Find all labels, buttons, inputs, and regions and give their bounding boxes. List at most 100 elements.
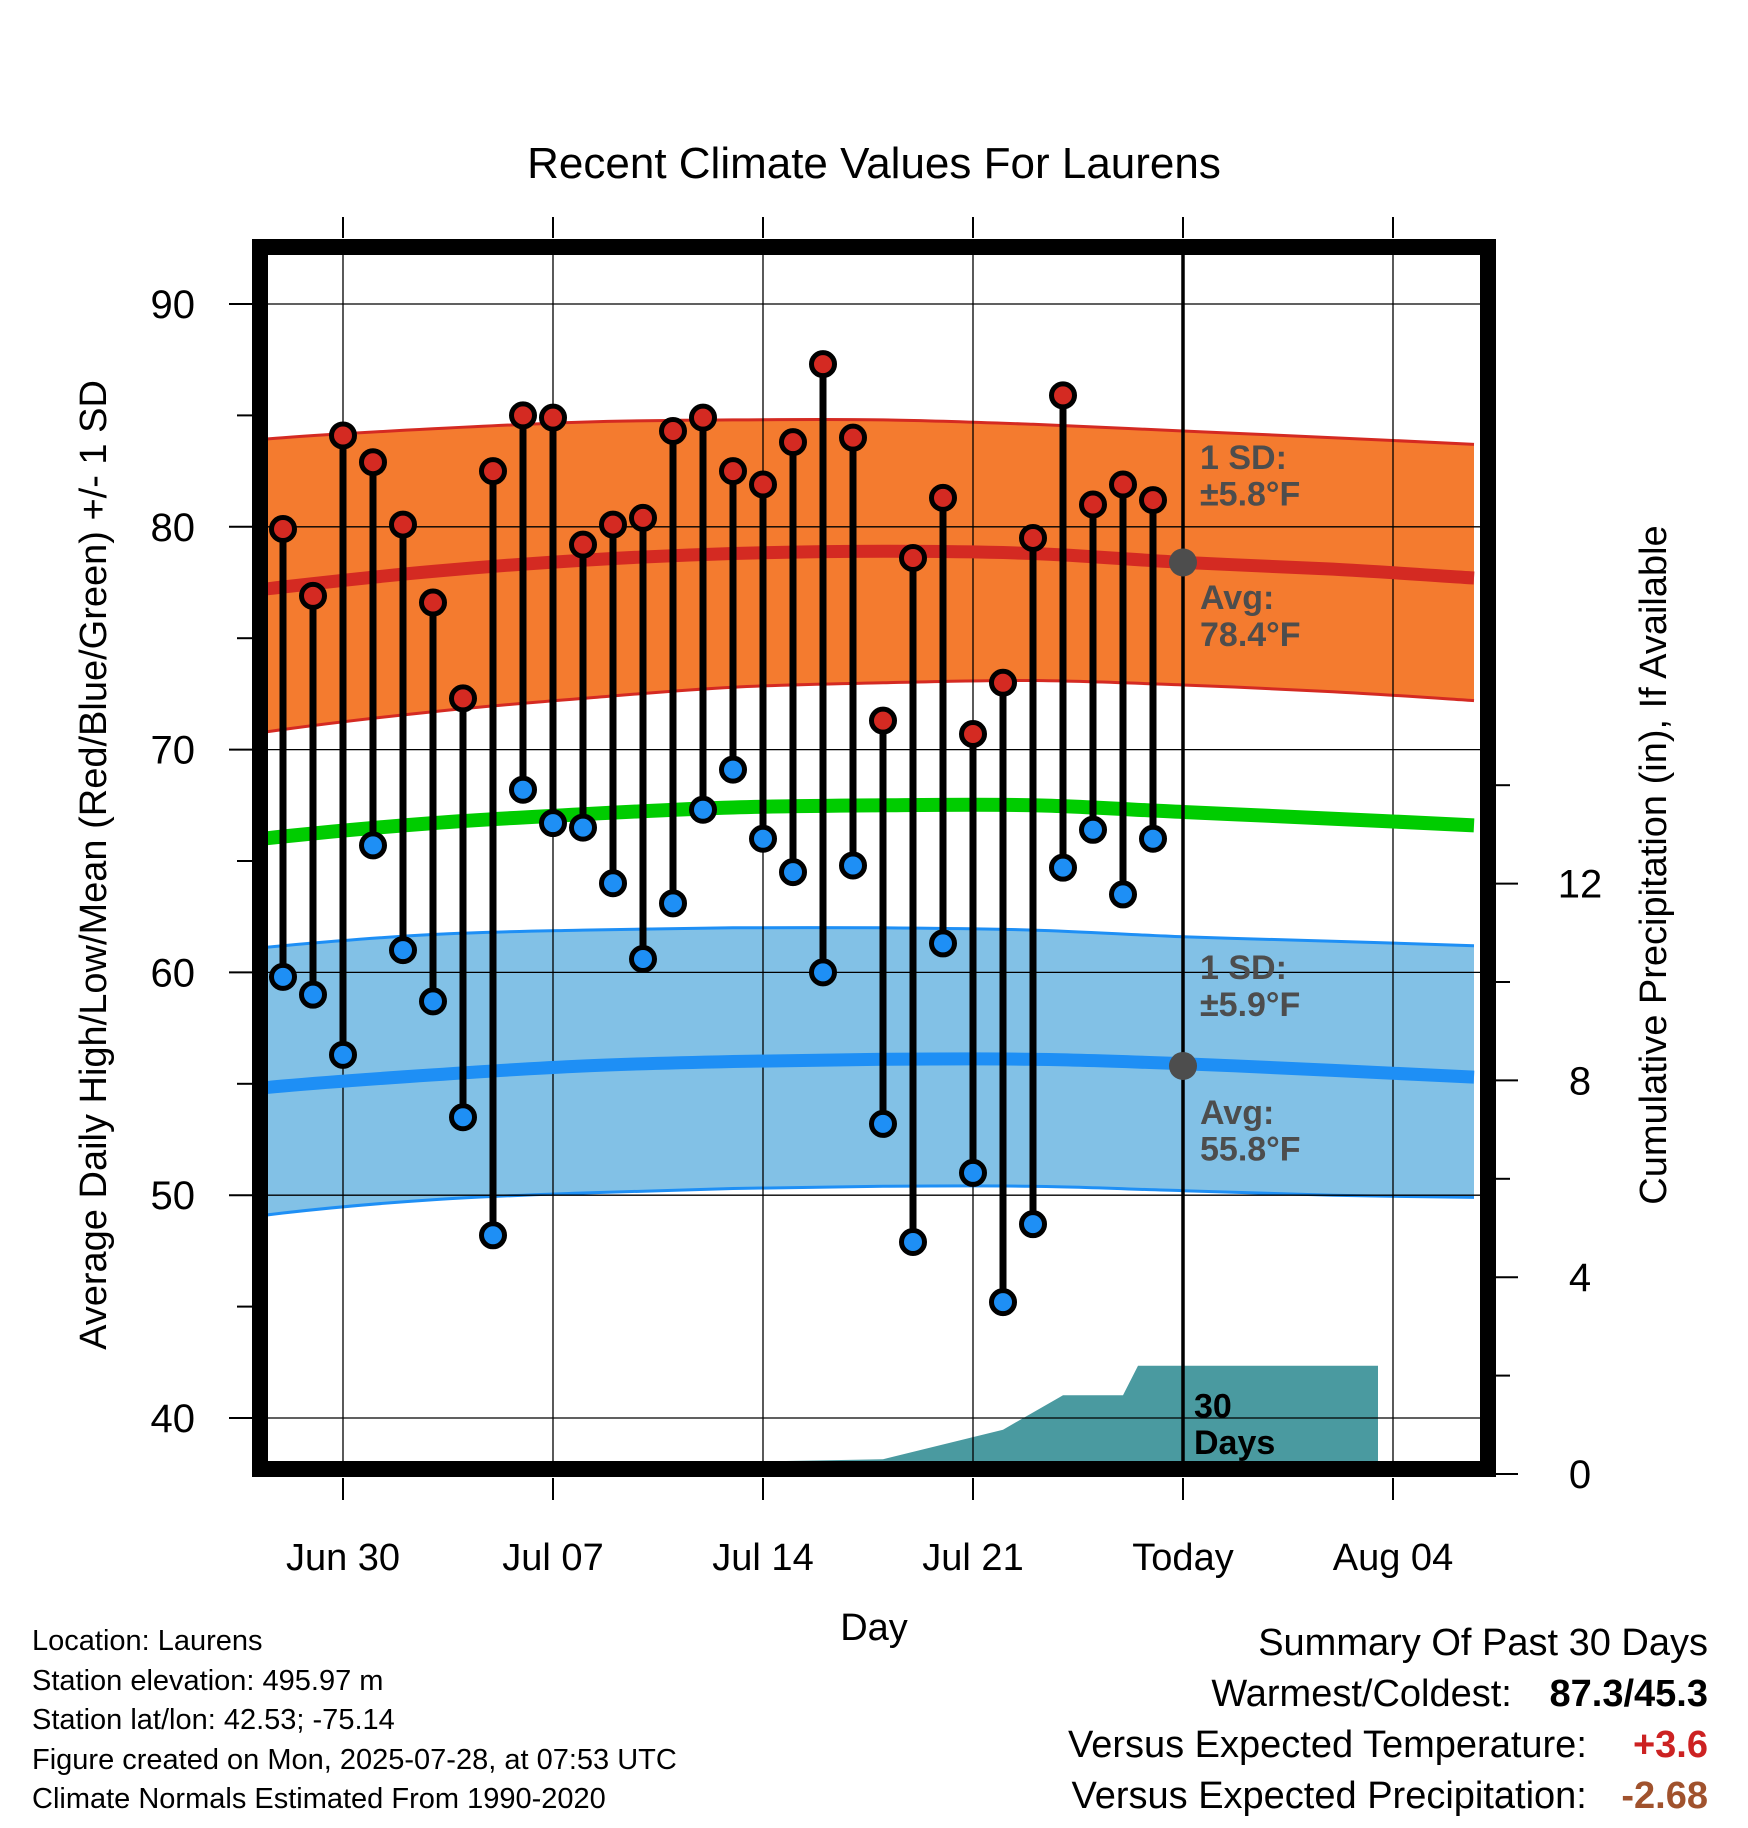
low-sd-band — [268, 927, 1474, 1215]
summary-panel: Summary Of Past 30 Days Warmest/Coldest:… — [1068, 1618, 1708, 1822]
observed-low-point — [1139, 824, 1167, 853]
observed-high-point — [569, 530, 597, 559]
y-tick-label: 50 — [151, 1174, 196, 1218]
observed-low-point — [539, 809, 567, 838]
low-sd-label: 1 SD: ±5.9°F — [1200, 949, 1300, 1024]
observed-high-point — [1109, 470, 1137, 499]
x-tick-label: Jun 30 — [286, 1537, 400, 1579]
observed-high-point — [749, 470, 777, 499]
observed-low-point — [959, 1158, 987, 1187]
warmest-value: 87.3/45.3 — [1549, 1673, 1708, 1715]
normal-low-line — [268, 1052, 1475, 1094]
observed-low-point — [839, 851, 867, 880]
location-text: Location: Laurens — [32, 1625, 263, 1657]
high-avg-label: Avg: 78.4°F — [1200, 579, 1301, 654]
observed-high-point — [1019, 523, 1047, 552]
observed-low-point — [479, 1221, 507, 1250]
y-tick-label: 90 — [151, 283, 196, 327]
x-tick-label: Today — [1132, 1537, 1233, 1579]
latlon-text: Station lat/lon: 42.53; -75.14 — [32, 1704, 395, 1736]
plot-area: 1 SD: ±5.8°F Avg: 78.4°F 1 SD: ±5.9°F Avg: 55.8… — [151, 217, 1602, 1579]
elevation-text: Station elevation: 495.97 m — [32, 1664, 384, 1697]
y-tick-label: 80 — [151, 506, 196, 550]
observed-high-point — [329, 421, 357, 450]
observed-high-point — [689, 403, 717, 432]
observed-high-point — [659, 416, 687, 445]
observed-high-point — [599, 510, 627, 539]
high-band-lower-edge — [268, 678, 1475, 734]
x-tick-label: Jul 07 — [502, 1537, 603, 1579]
normal-high-line — [268, 544, 1475, 596]
observed-high-point — [1139, 486, 1167, 515]
observed-low-point — [629, 945, 657, 974]
y2-axis-label: Cumulative Precipitation (in), If Availa… — [1633, 525, 1675, 1204]
summary-precip-row: Versus Expected Precipitation: -2.68 — [1068, 1771, 1708, 1822]
summary-warmest-row: Warmest/Coldest: 87.3/45.3 — [1068, 1669, 1708, 1720]
low-band-upper-edge — [268, 926, 1475, 949]
days-window-label: 30 Days — [1194, 1387, 1275, 1462]
observed-high-point — [359, 448, 387, 477]
observed-high-point — [989, 668, 1017, 697]
observed-low-point — [1019, 1210, 1047, 1239]
observed-low-point — [989, 1288, 1017, 1317]
observed-high-point — [959, 720, 987, 749]
y-tick-label: 60 — [151, 951, 196, 995]
today-high-avg-dot — [1169, 548, 1197, 577]
observed-high-point — [869, 706, 897, 735]
y2-tick-label: 0 — [1569, 1453, 1591, 1497]
low-band-lower-edge — [268, 1184, 1475, 1217]
observed-high-point — [779, 428, 807, 457]
observed-high-point — [899, 543, 927, 572]
temp-value: +3.6 — [1632, 1724, 1708, 1766]
observed-low-point — [899, 1227, 927, 1256]
observed-low-point — [449, 1103, 477, 1132]
x-axis-label: Day — [840, 1607, 908, 1649]
observed-low-point — [359, 831, 387, 860]
observed-low-point — [329, 1040, 357, 1069]
observed-low-point — [569, 813, 597, 842]
observed-low-point — [269, 962, 297, 991]
observed-low-point — [869, 1109, 897, 1138]
observed-low-point — [299, 980, 327, 1009]
today-low-avg-dot — [1169, 1051, 1197, 1080]
high-band-upper-edge — [268, 417, 1475, 446]
high-sd-label: 1 SD: ±5.8°F — [1200, 439, 1300, 514]
observed-high-point — [539, 403, 567, 432]
observed-low-point — [929, 929, 957, 958]
observed-high-point — [839, 423, 867, 452]
station-info: Location: Laurens Station elevation: 495… — [32, 1622, 677, 1820]
summary-title: Summary Of Past 30 Days — [1258, 1622, 1708, 1664]
observed-high-point — [479, 457, 507, 486]
observed-low-point — [509, 775, 537, 804]
observed-low-point — [749, 824, 777, 853]
normal-mean-line — [268, 797, 1475, 846]
observed-low-point — [1049, 853, 1077, 882]
precip-value: -2.68 — [1621, 1775, 1708, 1817]
plot-clip-group: 1 SD: ±5.8°F Avg: 78.4°F 1 SD: ±5.9°F Avg: 55.8… — [268, 255, 1480, 1462]
observed-low-point — [689, 795, 717, 824]
high-sd-band — [268, 419, 1474, 732]
observed-high-point — [299, 581, 327, 610]
observed-high-point — [419, 588, 447, 617]
x-tick-label: Jul 21 — [922, 1537, 1023, 1579]
observed-high-point — [269, 515, 297, 544]
observed-low-point — [779, 858, 807, 887]
y2-tick-label: 8 — [1569, 1059, 1591, 1103]
observed-high-point — [509, 401, 537, 430]
chart-title: Recent Climate Values For Laurens — [527, 139, 1221, 188]
observed-high-point — [1079, 490, 1107, 519]
observed-high-point — [1049, 381, 1077, 410]
created-text: Figure created on Mon, 2025-07-28, at 07… — [32, 1743, 677, 1776]
y-axis-label: Average Daily High/Low/Mean (Red/Blue/Gr… — [73, 380, 115, 1350]
observed-high-point — [929, 483, 957, 512]
normals-text: Climate Normals Estimated From 1990-2020 — [32, 1783, 606, 1815]
observed-low-point — [419, 987, 447, 1016]
observed-low-point — [1079, 815, 1107, 844]
observed-high-point — [389, 510, 417, 539]
observed-high-point — [629, 503, 657, 532]
y2-tick-label: 4 — [1569, 1256, 1591, 1300]
observed-low-point — [389, 936, 417, 965]
y-tick-label: 70 — [151, 729, 196, 773]
precipitation-area — [785, 1365, 1378, 1461]
